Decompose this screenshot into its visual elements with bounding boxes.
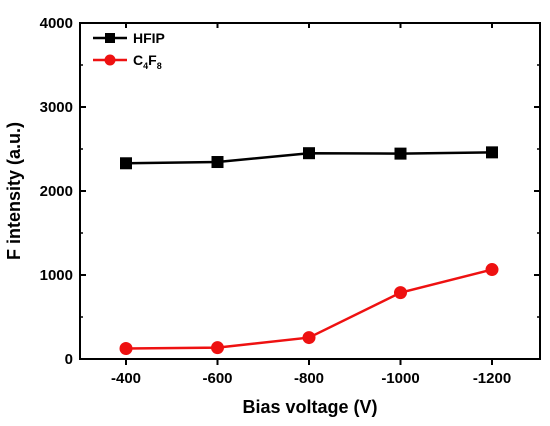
legend-marker-hfip	[105, 33, 115, 43]
data-point	[394, 286, 407, 300]
data-point	[211, 341, 224, 355]
y-tick-label: 3000	[40, 99, 73, 116]
x-tick-label: -800	[294, 370, 324, 387]
x-tick-label: -1000	[381, 370, 419, 387]
x-tick-label: -600	[202, 370, 232, 387]
y-axis-title: F intensity (a.u.)	[4, 122, 24, 260]
legend-marker-c4f8	[104, 54, 116, 66]
x-tick-label: -1200	[473, 370, 511, 387]
data-point	[303, 147, 315, 160]
x-axis: -400 -600 -800 -1000 -1200	[111, 23, 511, 387]
y-tick-label: 1000	[40, 267, 73, 284]
y-tick-label: 4000	[40, 15, 73, 32]
legend-c4f8-sub8: 8	[157, 61, 162, 71]
data-point	[486, 146, 498, 159]
legend-label-c4f8: C4F8	[133, 52, 162, 71]
plot-area-frame	[79, 22, 541, 360]
series-layer	[119, 146, 499, 355]
data-point	[120, 157, 132, 170]
y-axis: 0 1000 2000 3000 4000	[40, 15, 540, 368]
legend-label-hfip: HFIP	[133, 30, 165, 46]
data-point	[394, 147, 407, 160]
y-tick-label: 0	[65, 351, 73, 368]
legend-c4f8-f: F	[148, 52, 157, 68]
data-point	[119, 342, 133, 355]
y-tick-label: 2000	[40, 183, 73, 200]
legend-c4f8-c: C	[133, 52, 143, 68]
legend-c4f8-sub4: 4	[143, 61, 148, 71]
x-axis-title: Bias voltage (V)	[242, 397, 377, 417]
x-tick-label: -400	[111, 370, 141, 387]
data-point	[211, 156, 224, 169]
legend: HFIP C4F8	[93, 30, 165, 71]
data-point	[302, 331, 316, 345]
data-point	[485, 263, 499, 277]
